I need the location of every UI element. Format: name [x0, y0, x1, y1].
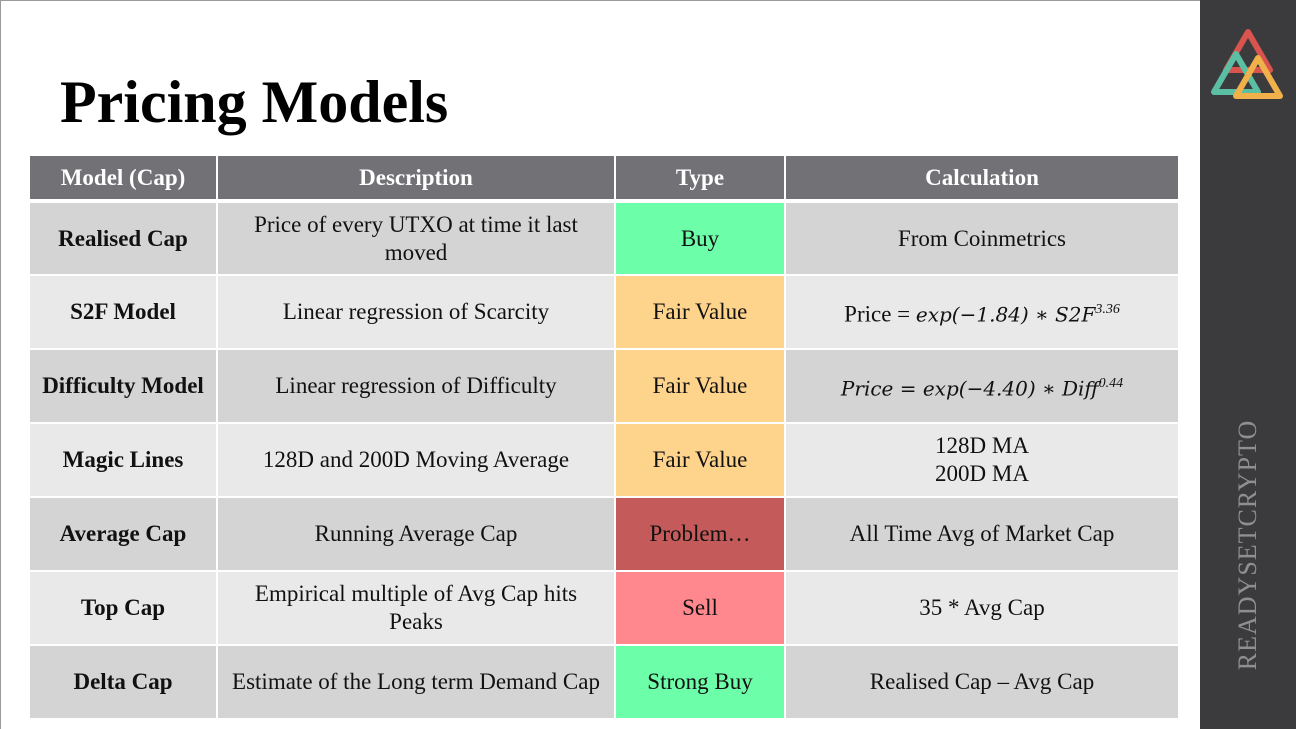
header-type: Type [614, 154, 786, 203]
type-label: Strong Buy [647, 669, 753, 694]
table-row: S2F Model Linear regression of Scarcity … [28, 274, 1180, 350]
type-label: Buy [680, 225, 720, 251]
type-cell: Strong Buy [614, 644, 786, 720]
model-cell: S2F Model [28, 274, 218, 350]
table-row: Realised Cap Price of every UTXO at time… [28, 200, 1180, 276]
description-cell: 128D and 200D Moving Average [216, 422, 616, 498]
calculation-cell: All Time Avg of Market Cap [784, 496, 1180, 572]
description-cell: Running Average Cap [216, 496, 616, 572]
table-row: Delta Cap Estimate of the Long term Dema… [28, 644, 1180, 720]
table-row: Top Cap Empirical multiple of Avg Cap hi… [28, 570, 1180, 646]
calculation-cell: Price = exp(−1.84) ∗ S2F3.36 [784, 274, 1180, 350]
calculation-cell: 35 * Avg Cap [784, 570, 1180, 646]
formula-expression: Price = exp(−4.40) ∗ Diff [840, 376, 1099, 401]
model-cell: Realised Cap [28, 200, 218, 276]
description-cell: Price of every UTXO at time it last move… [216, 200, 616, 276]
brand-sidebar: READYSETCRYPTO [1200, 0, 1296, 729]
model-cell: Difficulty Model [28, 348, 218, 424]
calc-line: 200D MA [935, 461, 1029, 486]
calculation-cell: Price = exp(−4.40) ∗ Diff0.44 [784, 348, 1180, 424]
table-row: Difficulty Model Linear regression of Di… [28, 348, 1180, 424]
type-label: Fair Value [652, 373, 748, 398]
header-description: Description [216, 154, 616, 203]
type-label: Problem… [649, 521, 751, 546]
formula-prefix: Price = [844, 301, 916, 327]
table-row: Average Cap Running Average Cap Problem…… [28, 496, 1180, 572]
calculation-cell: 128D MA 200D MA [784, 422, 1180, 498]
description-cell: Linear regression of Difficulty [216, 348, 616, 424]
calculation-cell: From Coinmetrics [784, 200, 1180, 276]
table-header-row: Model (Cap) Description Type Calculation [28, 154, 1180, 203]
type-cell: Fair Value [614, 274, 786, 350]
model-cell: Top Cap [28, 570, 218, 646]
type-cell: Fair Value [614, 348, 786, 424]
header-calculation: Calculation [784, 154, 1180, 203]
type-cell: Fair Value [614, 422, 786, 498]
formula-expression: exp(−1.84) ∗ S2F [915, 302, 1096, 327]
triangle-logo-icon [1211, 29, 1283, 99]
description-cell: Empirical multiple of Avg Cap hits Peaks [216, 570, 616, 646]
type-cell: Buy [614, 200, 786, 276]
description-cell: Linear regression of Scarcity [216, 274, 616, 350]
table-row: Magic Lines 128D and 200D Moving Average… [28, 422, 1180, 498]
type-label: Fair Value [652, 447, 748, 472]
model-cell: Magic Lines [28, 422, 218, 498]
type-cell: Problem… [614, 496, 786, 572]
calc-line: 128D MA [935, 433, 1029, 458]
slide-frame [0, 0, 1200, 729]
model-cell: Average Cap [28, 496, 218, 572]
type-label: Sell [682, 595, 718, 620]
type-cell: Sell [614, 570, 786, 646]
type-label: Fair Value [652, 299, 748, 324]
calculation-cell: Realised Cap – Avg Cap [784, 644, 1180, 720]
model-cell: Delta Cap [28, 644, 218, 720]
formula-exponent: 0.44 [1098, 375, 1124, 391]
formula-exponent: 3.36 [1095, 301, 1120, 317]
page-title: Pricing Models [60, 69, 449, 135]
description-cell: Estimate of the Long term Demand Cap [216, 644, 616, 720]
pricing-models-table: Model (Cap) Description Type Calculation… [28, 154, 1180, 720]
brand-name: READYSETCRYPTO [1233, 419, 1262, 671]
header-model: Model (Cap) [28, 154, 218, 203]
